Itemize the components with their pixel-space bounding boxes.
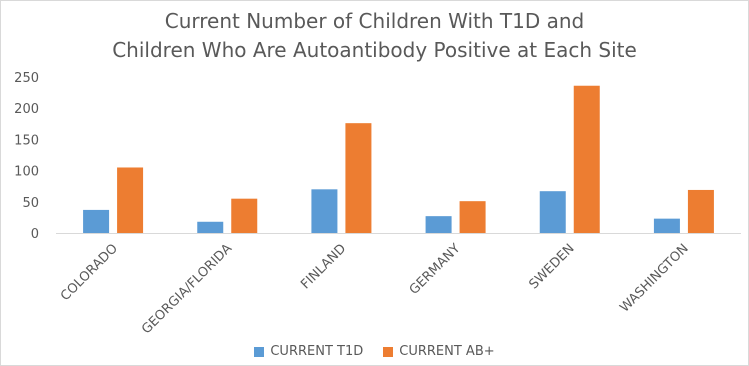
x-tick-label: COLORADO [58,241,121,304]
x-tick-label: GEORGIA/FLORIDA [139,241,235,337]
chart-title-line-2: Children Who Are Autoantibody Positive a… [112,38,637,62]
legend: CURRENT T1D CURRENT AB+ [1,344,748,359]
chart-title: Current Number of Children With T1D and … [1,7,748,65]
legend-item-t1d: CURRENT T1D [254,344,363,359]
bar-ab-georgia-florida [231,198,258,233]
bar-t1d-washington [653,218,680,233]
bar-t1d-germany [425,216,452,233]
bar-ab-germany [459,201,486,233]
x-tick-label: GERMANY [407,241,464,298]
legend-swatch-ab [383,346,394,357]
x-tick-label: FINLAND [298,241,349,292]
bar-ab-finland [345,123,372,233]
bar-t1d-sweden [539,191,566,233]
y-tick-label: 150 [14,133,39,148]
bar-t1d-colorado [83,209,110,233]
legend-label-t1d: CURRENT T1D [270,344,364,359]
legend-swatch-t1d [254,346,265,357]
x-tick-label: SWEDEN [526,241,577,292]
y-tick-label: 100 [14,165,39,180]
plot-area: 0 50 100 150 200 250 COLORADO GEORGIA/FLORIDA FI… [14,71,741,337]
bar-t1d-georgia-florida [197,221,224,233]
legend-label-ab: CURRENT AB+ [399,344,495,359]
y-tick-label: 200 [14,102,39,117]
bar-ab-colorado [117,167,144,233]
bar-ab-washington [687,189,714,233]
x-tick-label: WASHINGTON [617,241,691,315]
bar-t1d-finland [311,189,338,233]
y-tick-label: 50 [22,196,39,211]
chart-title-line-1: Current Number of Children With T1D and [164,9,585,33]
y-tick-label: 250 [14,71,39,86]
legend-item-ab: CURRENT AB+ [383,344,495,359]
bar-ab-sweden [573,85,600,234]
y-tick-label: 0 [31,227,39,242]
